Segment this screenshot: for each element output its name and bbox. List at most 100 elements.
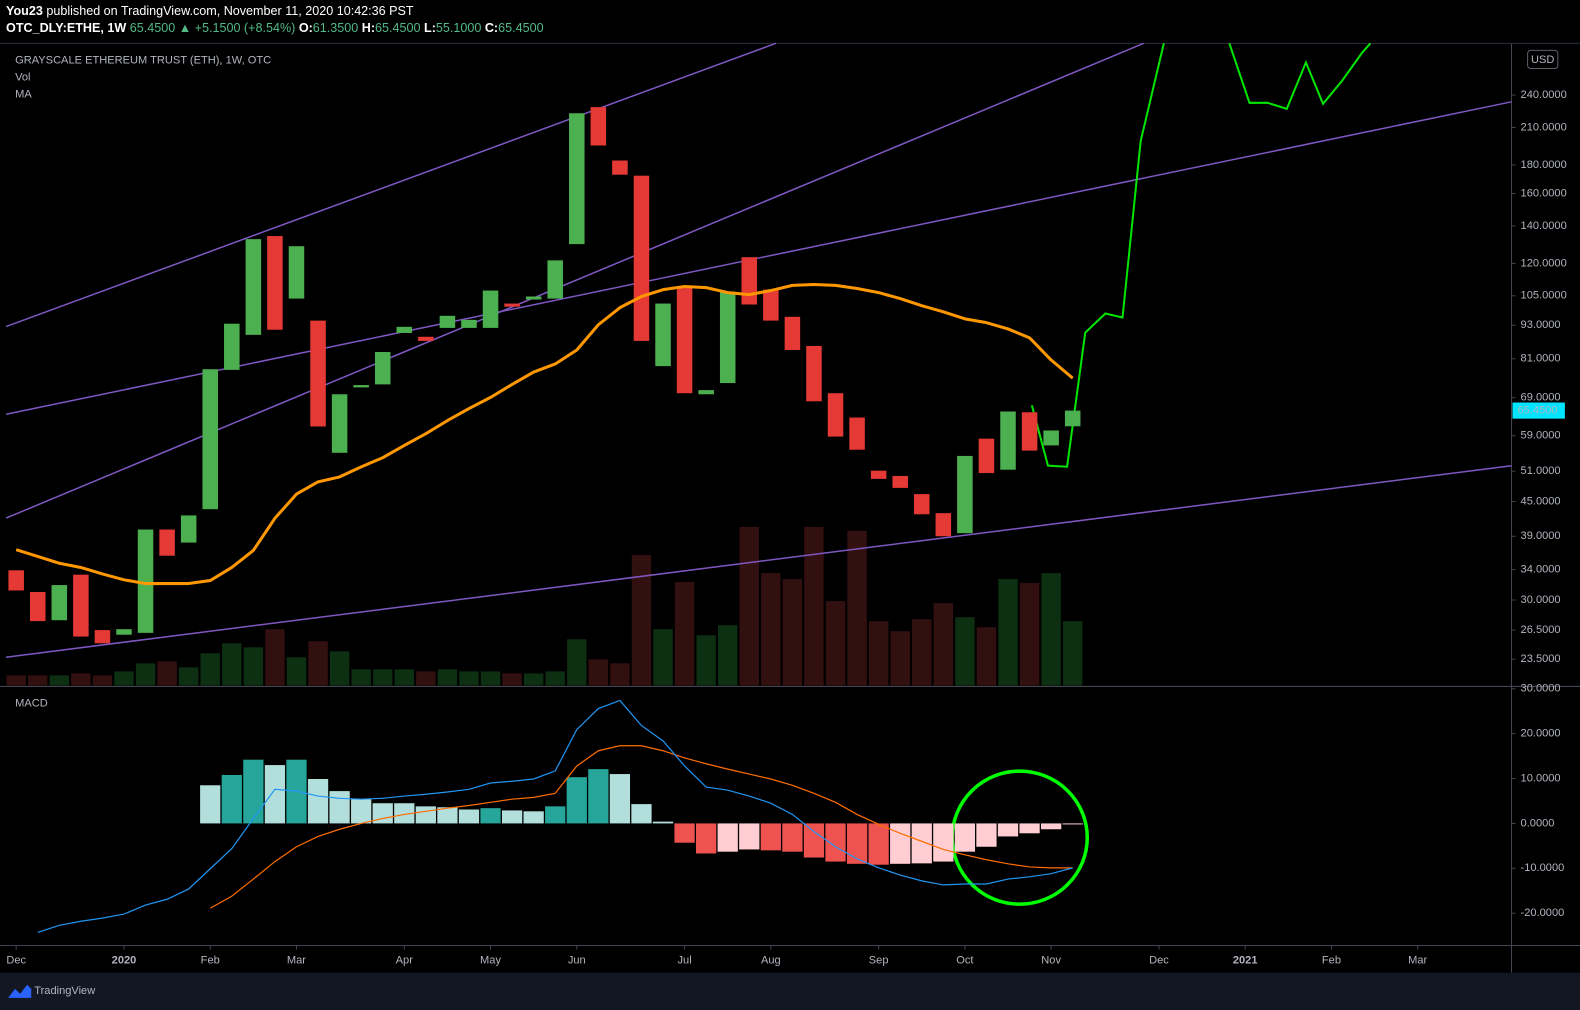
volume-bar bbox=[588, 659, 609, 686]
volume-bar bbox=[567, 639, 587, 686]
volume-bar bbox=[912, 619, 932, 686]
histogram-bar bbox=[243, 759, 264, 824]
ohlc-label: H: bbox=[362, 22, 375, 36]
histogram-bar bbox=[846, 823, 868, 864]
y-tick-label: 34.0000 bbox=[1521, 564, 1561, 576]
histogram-bar bbox=[437, 807, 458, 824]
y-tick-label: 210.0000 bbox=[1521, 121, 1567, 133]
volume-layer bbox=[6, 526, 1083, 686]
candle bbox=[116, 629, 132, 635]
volume-bar bbox=[502, 673, 522, 686]
published-line: You23 published on TradingView.com, Nove… bbox=[6, 4, 414, 18]
histogram-bar bbox=[480, 808, 501, 824]
volume-bar bbox=[308, 641, 328, 686]
volume-bar bbox=[178, 667, 199, 686]
signal-line bbox=[209, 745, 1073, 909]
last-price-label: 65.4500 bbox=[1518, 404, 1558, 416]
drawings bbox=[5, 42, 1512, 906]
histogram-bar bbox=[372, 803, 393, 824]
candle bbox=[612, 160, 628, 175]
y-tick-label: 23.5000 bbox=[1521, 653, 1561, 665]
candle bbox=[590, 107, 607, 146]
candle bbox=[978, 438, 995, 474]
candle bbox=[935, 513, 952, 537]
volume-bar bbox=[653, 629, 673, 686]
candle bbox=[331, 394, 348, 453]
candle bbox=[655, 303, 671, 367]
y-tick-label: 105.0000 bbox=[1521, 290, 1567, 302]
volume-bar bbox=[351, 669, 371, 686]
histogram-bar bbox=[394, 803, 415, 824]
volume-bar bbox=[1062, 621, 1083, 686]
candle bbox=[784, 316, 801, 350]
histogram-bar bbox=[954, 823, 976, 852]
ohlc-value: 65.4500 bbox=[375, 22, 420, 36]
volume-bar bbox=[135, 663, 156, 686]
brand: TradingView bbox=[34, 985, 96, 997]
volume-bar bbox=[28, 675, 48, 686]
y-tick-label: 240.0000 bbox=[1521, 89, 1567, 101]
candle bbox=[676, 286, 693, 394]
histogram-bar bbox=[911, 823, 932, 864]
published: published on TradingView.com, November 1… bbox=[46, 4, 414, 18]
volume-bar bbox=[265, 629, 285, 686]
volume-bar bbox=[523, 673, 544, 686]
trend-line bbox=[5, 42, 1144, 519]
histogram-bar bbox=[566, 777, 587, 824]
histogram-bar bbox=[674, 823, 695, 843]
histogram-bar bbox=[501, 810, 523, 824]
volume-bar bbox=[200, 653, 220, 686]
candle bbox=[504, 303, 520, 307]
candle bbox=[870, 470, 887, 479]
x-tick-label: Apr bbox=[396, 955, 414, 967]
volume-bar bbox=[92, 675, 113, 686]
candle bbox=[914, 494, 930, 515]
histogram-bar bbox=[221, 774, 242, 824]
volume-bar bbox=[243, 647, 264, 686]
volume-bar bbox=[545, 671, 565, 686]
symbol: OTC_DLY:ETHE, 1W bbox=[6, 22, 126, 36]
trend-line bbox=[5, 101, 1512, 416]
histogram-bar bbox=[458, 809, 480, 824]
histogram-bar bbox=[545, 806, 566, 824]
histogram-bar bbox=[890, 823, 911, 864]
histogram-bar bbox=[652, 821, 674, 824]
volume-bar bbox=[329, 651, 350, 686]
volume-bar bbox=[6, 675, 26, 686]
currency-box[interactable] bbox=[1527, 49, 1559, 70]
candle bbox=[51, 585, 68, 621]
x-tick-label: Feb bbox=[1322, 955, 1341, 967]
candle bbox=[461, 319, 477, 328]
candle bbox=[1043, 430, 1059, 446]
volume-bar bbox=[480, 671, 501, 686]
macd-line bbox=[37, 699, 1073, 934]
candle bbox=[849, 417, 865, 450]
x-tick-label: Jun bbox=[568, 955, 586, 967]
y-tick-label: 51.0000 bbox=[1521, 465, 1561, 477]
y-tick-label: 160.0000 bbox=[1521, 187, 1567, 199]
histogram-bar bbox=[696, 823, 717, 854]
histogram-bar bbox=[588, 769, 609, 824]
candle bbox=[763, 289, 779, 321]
ohlc-label: C: bbox=[485, 22, 498, 36]
candle bbox=[482, 290, 499, 328]
x-tick-label: Sep bbox=[869, 955, 889, 967]
currency[interactable]: USD bbox=[1531, 54, 1554, 66]
histogram-bar bbox=[933, 823, 954, 862]
ohlc-value: 61.3500 bbox=[313, 22, 358, 36]
candle bbox=[547, 260, 563, 299]
volume-bar bbox=[890, 631, 910, 686]
histogram-bar bbox=[200, 785, 221, 824]
ma-line bbox=[15, 283, 1074, 586]
y-tick-label: 81.0000 bbox=[1521, 353, 1561, 365]
histogram-bar bbox=[1019, 823, 1040, 834]
candle bbox=[94, 630, 111, 644]
volume-bar bbox=[437, 669, 458, 686]
volume-bar bbox=[933, 603, 954, 686]
candle bbox=[418, 336, 434, 341]
histogram-bar bbox=[739, 823, 760, 850]
volume-bar bbox=[222, 643, 242, 686]
candle bbox=[1021, 412, 1038, 451]
